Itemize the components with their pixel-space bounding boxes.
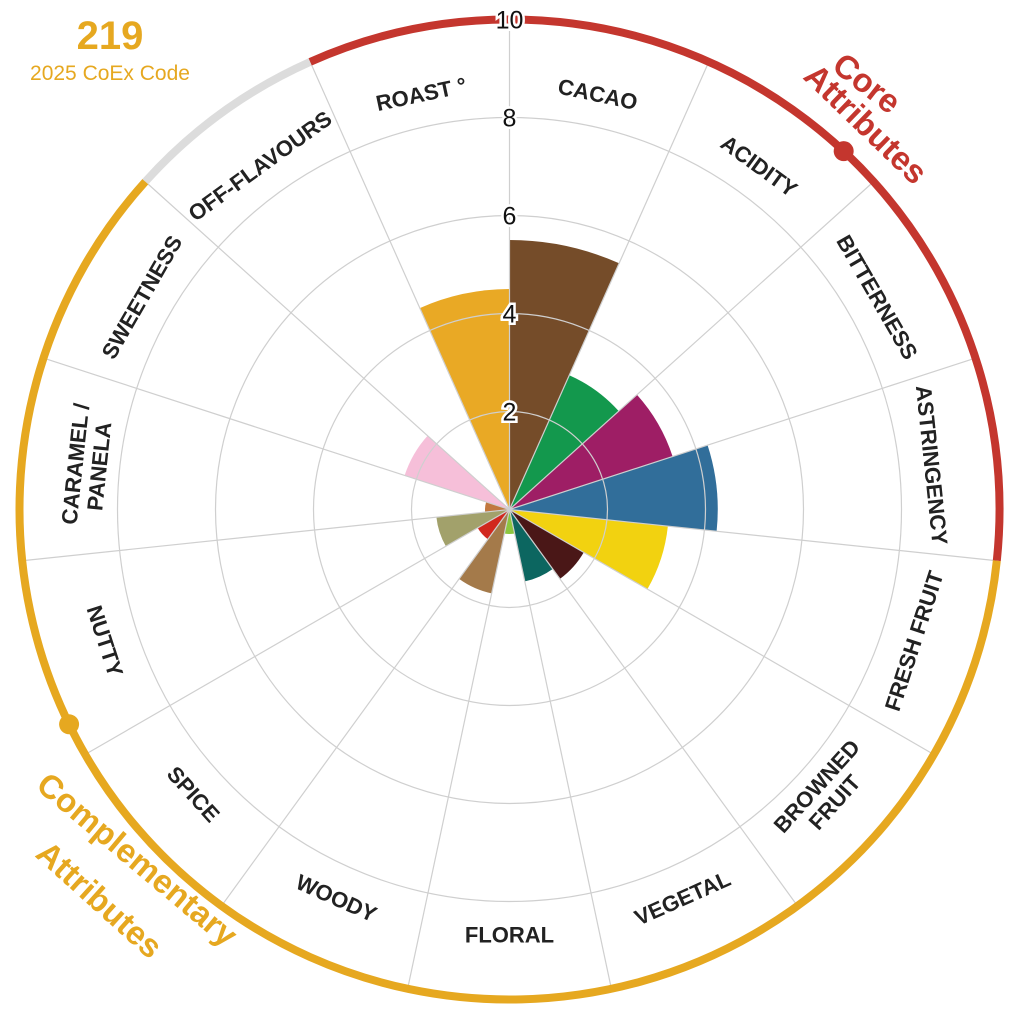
bar-acidity [509, 375, 619, 510]
bar-spice [477, 509, 510, 540]
category-label-woody: WOODY [292, 869, 381, 927]
radial-tick-layer: 2 4 6 8 10 [493, 4, 526, 429]
bar-astringency [509, 445, 718, 532]
coex-code-number: 219 [76, 14, 144, 58]
grid-spoke [309, 61, 511, 510]
tick-label-10: 10 [496, 7, 524, 35]
bar-cacao [509, 240, 620, 510]
category-label-acidity: ACIDITY [716, 130, 802, 202]
category-label-floral: FLORAL [465, 923, 554, 948]
complementary-marker-dot [59, 714, 80, 735]
bar-browned-fruit [509, 509, 584, 579]
group-arc-layer [15, 15, 1004, 1004]
grid-spoke [220, 509, 510, 907]
bar-fresh-fruit [509, 509, 668, 590]
category-label-browned-fruit: BROWNEDFRUIT [769, 735, 883, 854]
grid-spoke [509, 509, 799, 907]
category-label-fresh-fruit: FRESH FRUIT [880, 567, 949, 714]
category-label-cacao: CACAO [556, 74, 640, 115]
grid-spoke [84, 508, 510, 756]
group-arc-core [509, 15, 1004, 562]
bar-roast [419, 289, 510, 510]
category-label-spice: SPICE [162, 761, 225, 827]
bar-caramel-panela [484, 501, 510, 513]
bar-nutty [436, 509, 510, 547]
grid-spoke [509, 508, 935, 756]
bars-layer [404, 240, 718, 594]
tick-label-6: 6 [503, 203, 517, 231]
category-label-sweetness: SWEETNESS [97, 231, 188, 363]
coex-code-label: 2025 CoEx Code [30, 62, 190, 85]
bar-floral [504, 509, 515, 534]
group-arc-core [308, 15, 510, 66]
tick-label-2: 2 [503, 399, 517, 427]
group-arc-complementary [15, 178, 1001, 1004]
bar-vegetal [509, 509, 553, 582]
grid-spoke [509, 357, 976, 511]
category-label-vegetal: VEGETAL [631, 866, 735, 930]
grid-spoke [144, 181, 510, 510]
category-label-caramel-panela: CARAMEL /PANELA [57, 402, 118, 528]
grid-layer [18, 18, 1001, 1001]
grid-spoke [407, 509, 511, 989]
category-label-nutty: NUTTY [82, 602, 129, 680]
bar-woody [459, 509, 510, 594]
grid-spoke [508, 61, 710, 510]
core-marker-dot [833, 141, 854, 162]
category-label-bitterness: BITTERNESS [831, 231, 922, 364]
group-arc-neutral [142, 58, 312, 185]
bar-sweetness [404, 435, 510, 510]
grid-spoke [508, 509, 612, 989]
bar-bitterness [509, 394, 673, 510]
grid-spoke [43, 357, 510, 511]
category-label-roast: ROAST ° [374, 72, 469, 116]
grid-spoke [509, 508, 997, 562]
category-label-astringency: ASTRINGENCY [911, 384, 953, 546]
tick-label-8: 8 [503, 105, 517, 133]
grid-spoke [22, 508, 510, 562]
tick-label-4: 4 [503, 301, 517, 329]
grid-spoke [509, 181, 875, 510]
